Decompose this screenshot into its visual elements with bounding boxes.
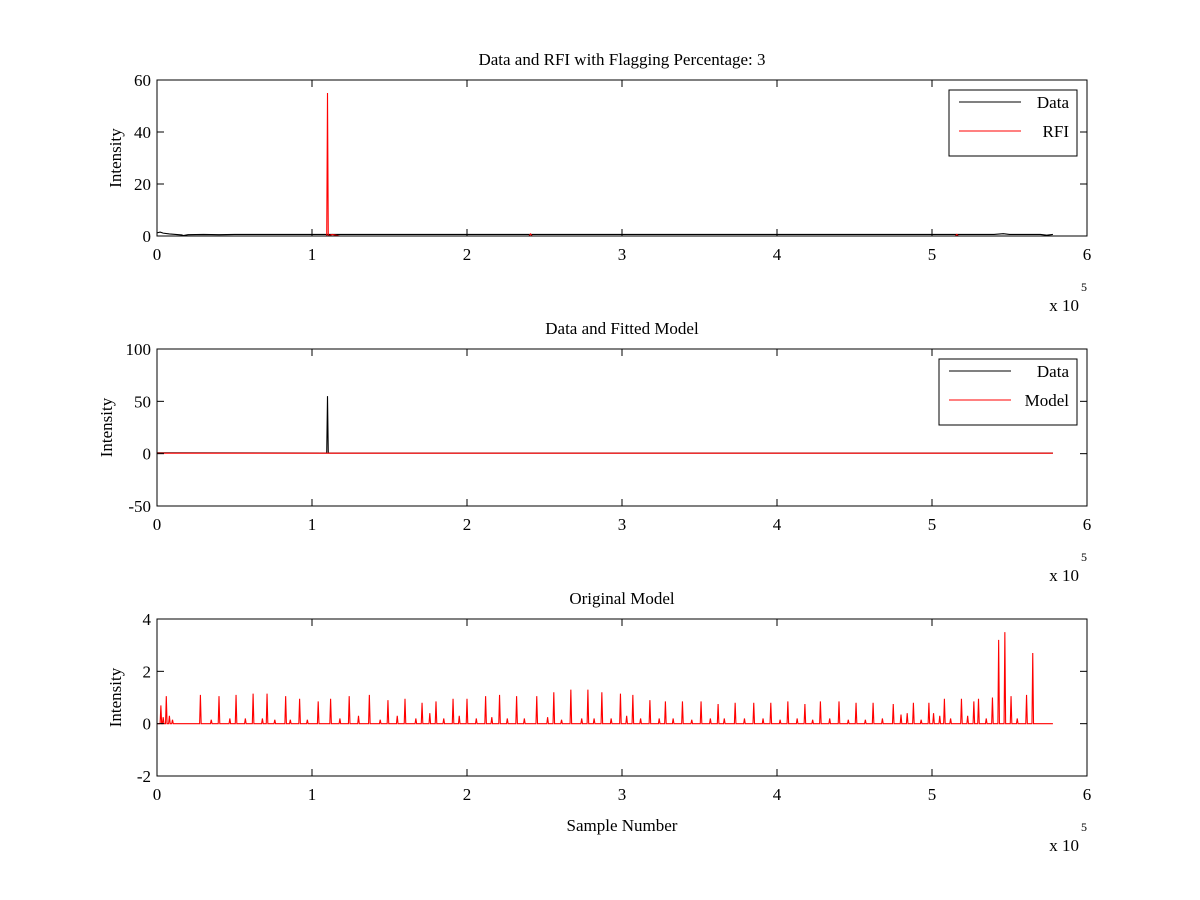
y-tick-label: 0 [143, 715, 152, 734]
x-tick-label: 6 [1083, 515, 1092, 534]
axes-frame [156, 618, 1088, 777]
y-tick-label: 20 [134, 175, 151, 194]
x-tick-label: 6 [1083, 785, 1092, 804]
legend-label-data: Data [1037, 362, 1070, 381]
legend-label-rfi: RFI [1043, 122, 1070, 141]
x-tick-label: 2 [463, 515, 472, 534]
x-tick-label: 2 [463, 245, 472, 264]
x-tick-label: 1 [308, 245, 317, 264]
y-tick-label: 60 [134, 71, 151, 90]
y-tick-label: 0 [143, 445, 152, 464]
y-tick-label: -50 [128, 497, 151, 516]
x-tick-label: 3 [618, 515, 627, 534]
x-multiplier-exponent: 5 [1081, 280, 1087, 294]
x-tick-label: 5 [928, 245, 937, 264]
x-axis-label: Sample Number [567, 816, 678, 835]
legend-label-model: Model [1025, 391, 1070, 410]
x-multiplier-exponent: 5 [1081, 820, 1087, 834]
x-tick-label: 1 [308, 515, 317, 534]
x-tick-label: 4 [773, 515, 782, 534]
x-tick-label: 4 [773, 245, 782, 264]
chart-title: Data and RFI with Flagging Percentage: 3 [478, 50, 765, 69]
plot-area [157, 92, 1053, 236]
legend-label-data: Data [1037, 93, 1070, 112]
legend: Data Model [938, 358, 1078, 426]
y-axis-label: Intensity [97, 397, 116, 457]
y-tick-label: 0 [143, 227, 152, 246]
plot-area [157, 396, 1053, 454]
legend-box [948, 89, 1078, 157]
x-tick-label: 0 [153, 785, 162, 804]
y-tick-label: 100 [126, 340, 152, 359]
chart-title: Data and Fitted Model [545, 319, 699, 338]
y-axis-label: Intensity [106, 667, 125, 727]
series-line-data [157, 231, 1053, 236]
series-line-model [157, 632, 1053, 725]
legend-box [938, 358, 1078, 426]
y-tick-label: 2 [143, 662, 152, 681]
x-multiplier-label: x 10 [1049, 296, 1079, 315]
x-tick-label: 4 [773, 785, 782, 804]
y-tick-label: 40 [134, 123, 151, 142]
plot-area [157, 632, 1053, 725]
axes-frame [156, 79, 1088, 237]
x-multiplier-label: x 10 [1049, 566, 1079, 585]
series-line-data [157, 396, 1053, 454]
x-tick-label: 6 [1083, 245, 1092, 264]
x-tick-label: 2 [463, 785, 472, 804]
x-tick-label: 5 [928, 785, 937, 804]
legend: Data RFI [948, 89, 1078, 157]
series-line-rfi [157, 92, 959, 236]
x-multiplier-exponent: 5 [1081, 550, 1087, 564]
x-tick-label: 5 [928, 515, 937, 534]
x-multiplier-label: x 10 [1049, 836, 1079, 855]
y-tick-label: 4 [143, 610, 152, 629]
chart-title: Original Model [569, 589, 675, 608]
x-tick-label: 0 [153, 515, 162, 534]
x-tick-label: 0 [153, 245, 162, 264]
x-tick-label: 3 [618, 245, 627, 264]
y-tick-label: -2 [137, 767, 151, 786]
y-axis-label: Intensity [106, 128, 125, 188]
x-tick-label: 1 [308, 785, 317, 804]
y-tick-label: 50 [134, 392, 151, 411]
x-tick-label: 3 [618, 785, 627, 804]
